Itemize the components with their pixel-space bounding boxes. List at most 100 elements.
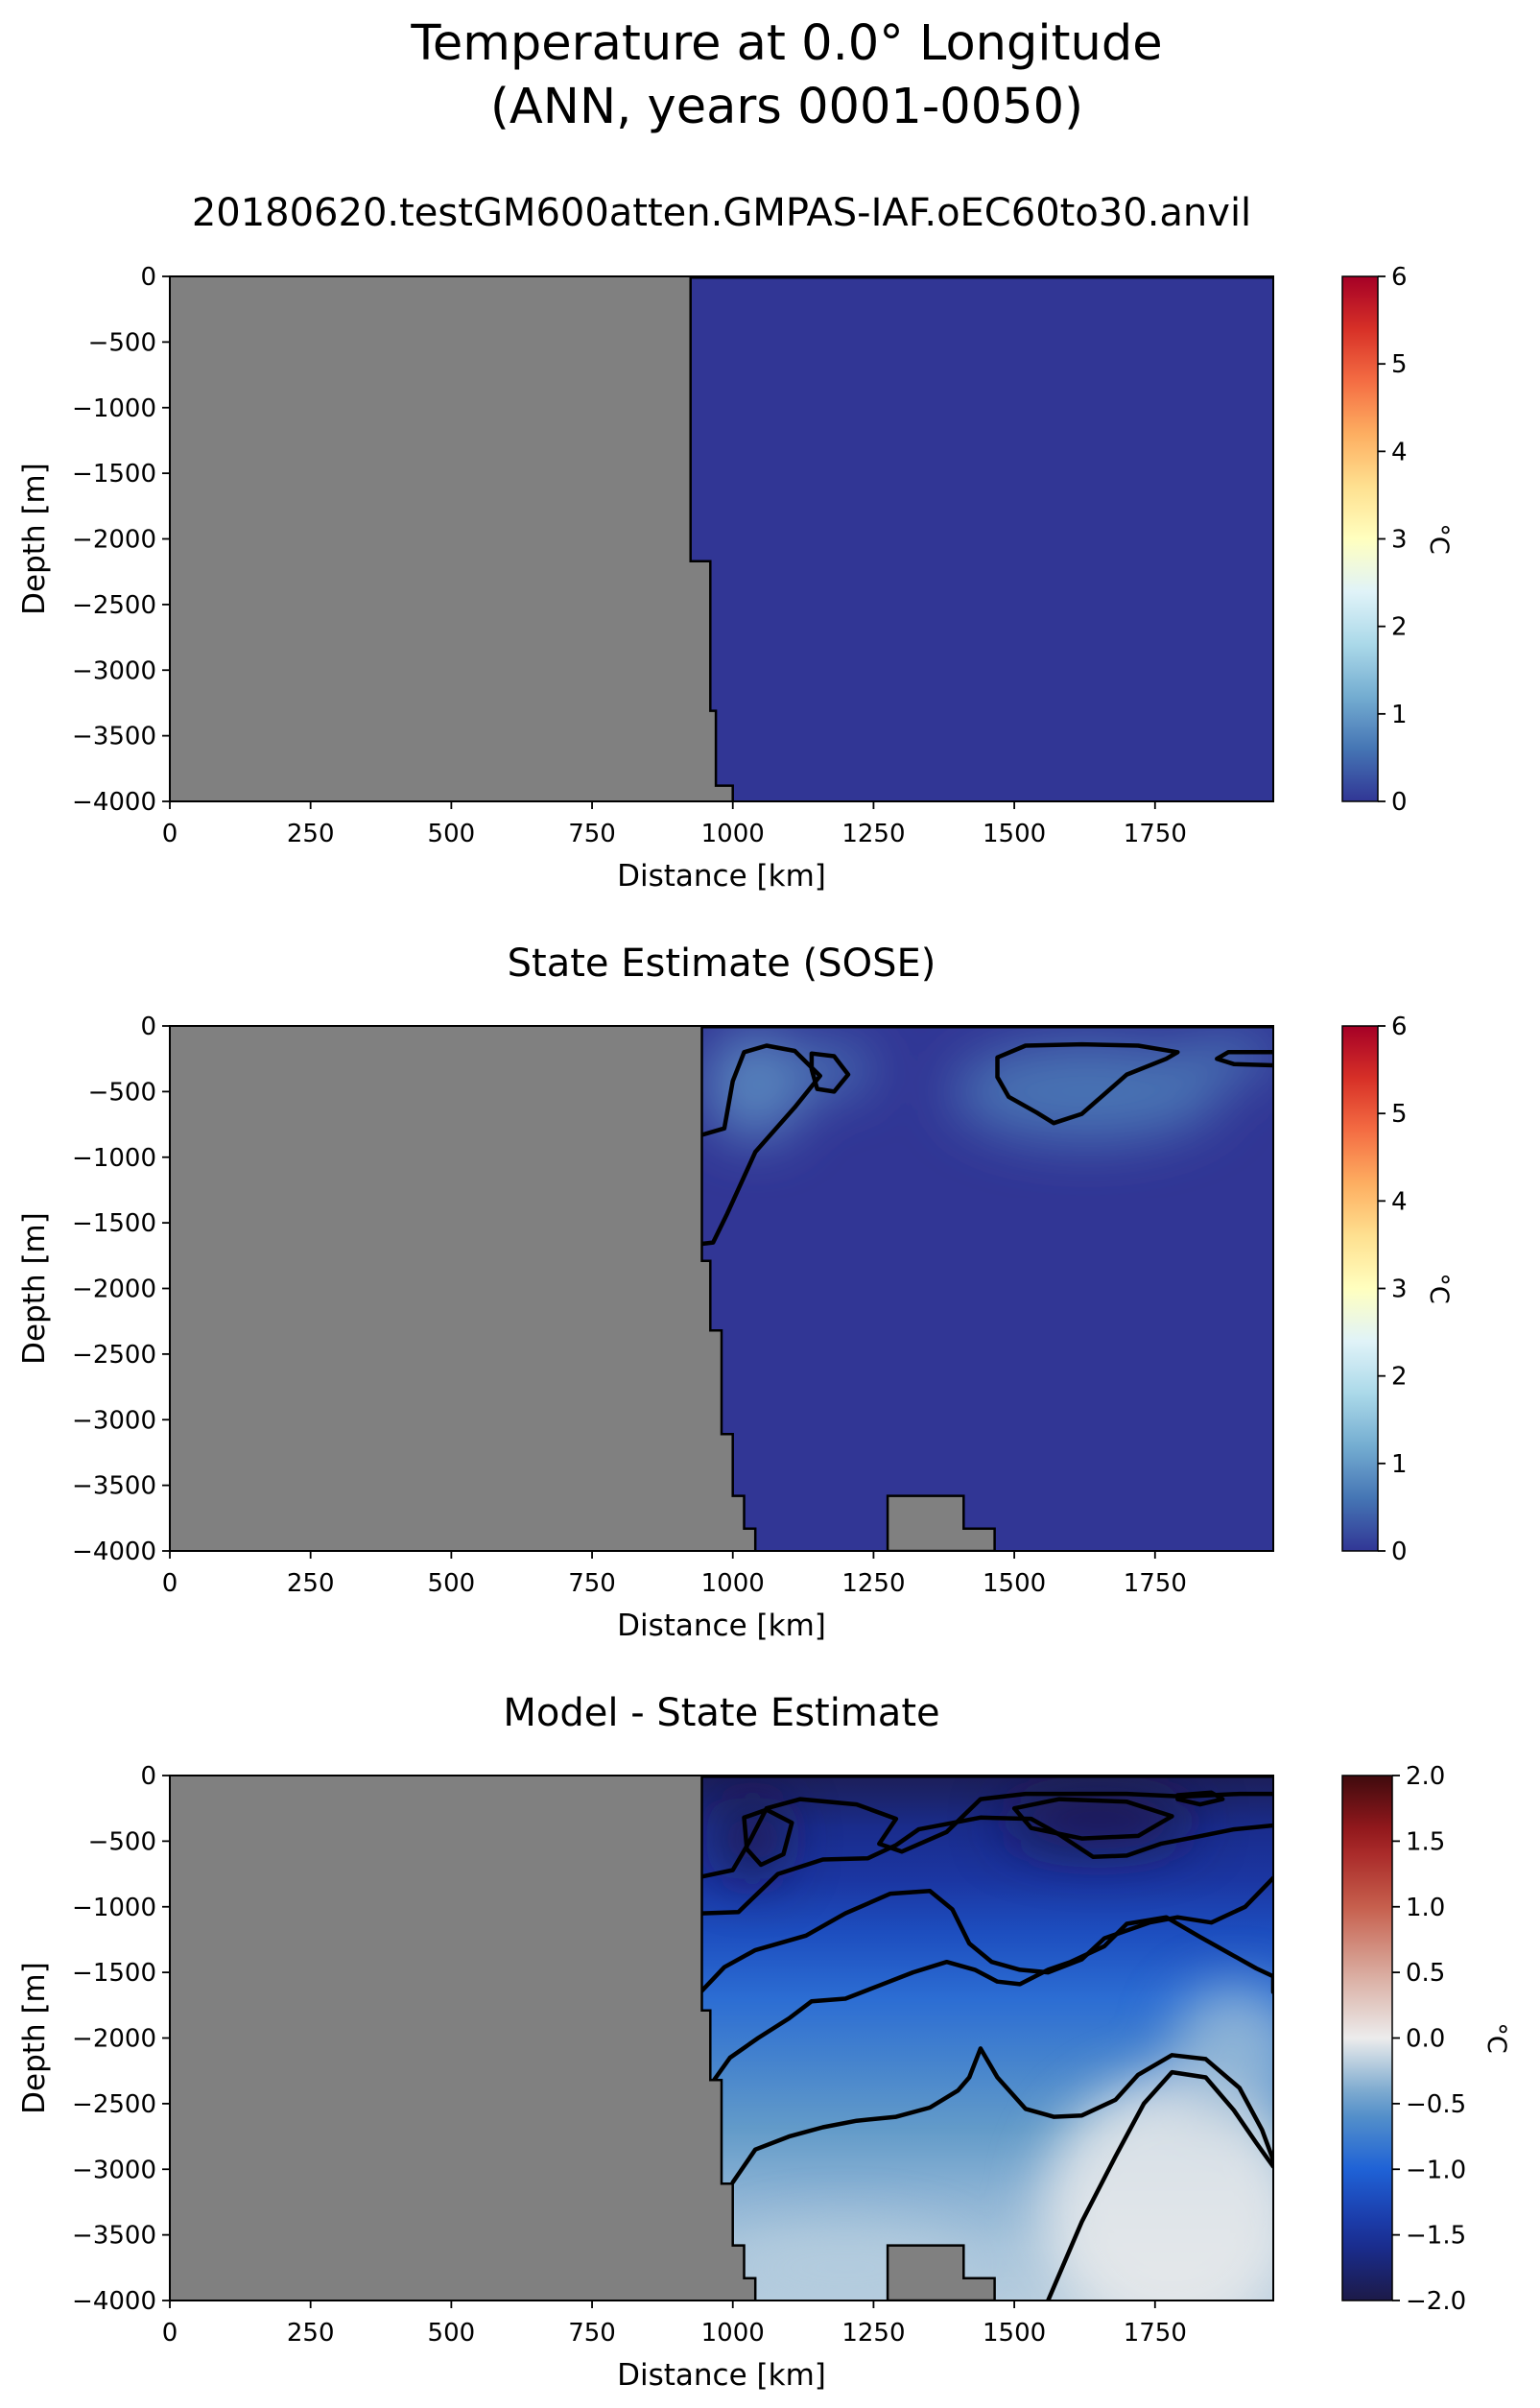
colorbar-tick-label: −2.0 [1406,2287,1466,2316]
x-axis-label: Distance [km] [617,859,826,894]
colorbar-tick-label: 0.5 [1406,1959,1445,1988]
y-tick-label: −3000 [72,2156,156,2184]
y-tick-label: −2000 [72,526,156,555]
colorbar-label: °C [1481,2022,1511,2053]
x-tick-label: 1000 [701,2319,765,2348]
panel-3: Model - State Estimate 0 250 500 750 1000 1250… [17,1691,1511,2393]
panel-title: 20180620.testGM600atten.GMPAS-IAF.oEC60t… [192,191,1251,235]
x-tick-label: 0 [162,2319,178,2348]
y-axis-label: Depth [m] [17,1212,52,1365]
colorbar-tick-label: −1.0 [1406,2156,1466,2184]
y-tick-label: 0 [140,263,156,292]
x-tick-label: 750 [568,2319,616,2348]
y-tick-label: −3500 [72,1472,156,1501]
x-tick-label: 250 [287,1569,335,1598]
y-tick-label: −1000 [72,394,156,423]
colorbar-label: °C [1424,1273,1454,1303]
contour-line [1175,1790,1225,1807]
panel-title: Model - State Estimate [503,1691,939,1735]
colorbar-tick-label: 6 [1391,263,1408,292]
field-patch [1042,2077,1273,2301]
x-axis-label: Distance [km] [617,2358,826,2393]
coastline [689,276,734,801]
y-tick-label: 0 [140,1013,156,1041]
y-tick-label: −1000 [72,1894,156,1922]
y-tick-label: −1500 [72,460,156,489]
x-tick-label: 750 [568,1569,616,1598]
contour-line [809,1051,851,1094]
land-mask [170,1026,756,1551]
x-tick-label: 1750 [1124,1569,1187,1598]
y-tick-label: −500 [88,1078,156,1107]
colorbar-tick-label: 5 [1391,350,1408,379]
x-tick-label: 1750 [1124,2319,1187,2348]
y-tick-label: −3000 [72,1406,156,1435]
x-tick-label: 500 [428,2319,476,2348]
panel-title: State Estimate (SOSE) [508,942,936,986]
y-tick-label: −1500 [72,1959,156,1988]
contour-line [699,1875,1273,1993]
x-tick-label: 750 [568,820,616,848]
y-tick-label: −2000 [72,2025,156,2054]
contour-line [699,1815,1273,1916]
field-patch [952,1041,1223,1142]
land-mask [170,1776,756,2301]
y-tick-label: −3000 [72,656,156,685]
y-tick-label: −2500 [72,591,156,620]
x-tick-label: 1250 [841,820,905,848]
y-tick-label: −2000 [72,1276,156,1304]
colorbar-tick-label: 4 [1391,1187,1408,1216]
colorbar-tick-label: 1.0 [1406,1894,1445,1922]
colorbar [1341,1025,1379,1552]
colorbar-tick-label: 2 [1391,613,1408,642]
seamount [886,2244,996,2301]
field-patch [1177,1036,1273,1076]
x-tick-label: 250 [287,820,335,848]
y-tick-label: −1500 [72,1209,156,1238]
coastline [700,1776,757,2301]
y-tick-label: −1000 [72,1144,156,1173]
y-tick-label: −4000 [72,2287,156,2316]
x-tick-label: 500 [428,1569,476,1598]
colorbar-tick-label: 2 [1391,1363,1408,1392]
x-axis-label: Distance [km] [617,1609,826,1643]
x-tick-label: 0 [162,1569,178,1598]
contour-line [1215,1050,1273,1068]
colorbar-tick-label: 1 [1391,701,1408,729]
contour-line [699,1915,1273,2100]
land-mask [170,276,733,801]
seamount [886,1494,996,1551]
x-tick-label: 250 [287,2319,335,2348]
x-tick-label: 1000 [701,1569,765,1598]
y-tick-label: −500 [88,1827,156,1856]
y-tick-label: −2500 [72,1341,156,1370]
y-tick-label: −4000 [72,788,156,817]
contour-line [699,1043,822,1247]
y-tick-label: −2500 [72,2090,156,2119]
y-tick-label: −4000 [72,1538,156,1566]
colorbar [1341,275,1379,802]
y-axis-label: Depth [m] [17,463,52,615]
colorbar-tick-label: 4 [1391,438,1408,466]
field-patch [1172,1985,1273,2117]
colorbar-tick-label: 3 [1391,526,1408,555]
colorbar-tick-label: 0 [1391,1538,1408,1566]
x-tick-label: 1750 [1124,820,1187,848]
field-patch [794,1045,874,1093]
x-tick-label: 1250 [841,1569,905,1598]
x-tick-label: 500 [428,820,476,848]
colorbar-label: °C [1424,523,1454,554]
figure-title-line2: (ANN, years 0001-0050) [490,79,1083,135]
y-tick-label: −500 [88,328,156,357]
x-tick-label: 1500 [983,1569,1046,1598]
contour-line [1011,1797,1174,1841]
panels: 20180620.testGM600atten.GMPAS-IAF.oEC60t… [17,191,1511,2393]
y-tick-label: 0 [140,1762,156,1791]
colorbar-tick-label: 0 [1391,788,1408,817]
colorbar-tick-label: 0.0 [1406,2025,1445,2054]
colorbar-tick-label: 1.5 [1406,1827,1445,1856]
figure-title-line1: Temperature at 0.0° Longitude [410,15,1162,72]
colorbar-tick-label: 3 [1391,1276,1408,1304]
x-tick-label: 1250 [841,2319,905,2348]
y-tick-label: −3500 [72,2222,156,2251]
